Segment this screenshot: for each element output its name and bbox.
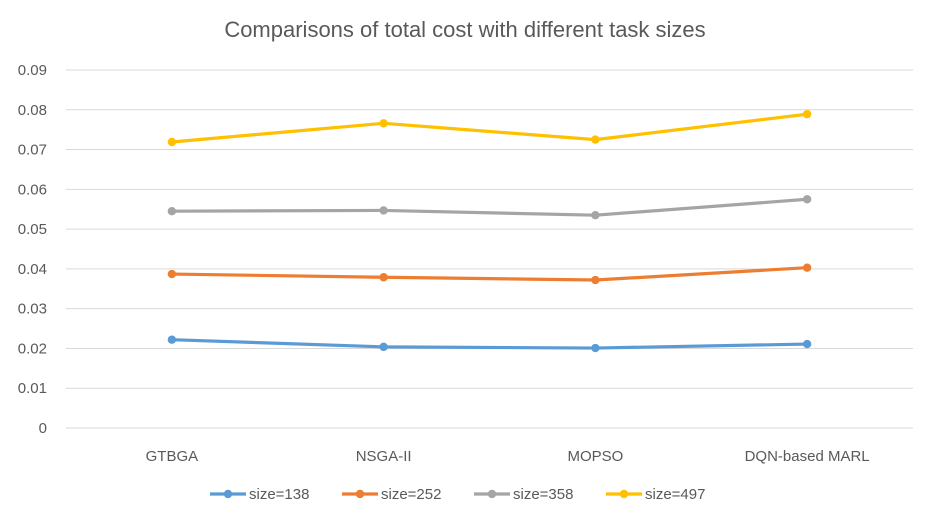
y-tick-label: 0.03 xyxy=(18,301,47,318)
data-point xyxy=(591,135,600,144)
legend-marker xyxy=(619,489,629,499)
legend-label: size=497 xyxy=(645,486,705,503)
y-tick-label: 0.08 xyxy=(18,102,47,119)
legend-marker xyxy=(355,489,365,499)
y-tick-label: 0.06 xyxy=(18,181,47,198)
x-tick-label: GTBGA xyxy=(146,448,199,465)
series-size-497 xyxy=(167,109,812,147)
legend-label: size=252 xyxy=(381,486,441,503)
data-point xyxy=(167,137,177,147)
chart-title: Comparisons of total cost with different… xyxy=(224,17,705,42)
y-tick-label: 0.01 xyxy=(18,380,47,397)
data-point xyxy=(591,343,600,353)
legend: size=138 size=252 size=358 size=497 xyxy=(210,486,705,503)
legend-marker xyxy=(487,489,497,499)
x-tick-label: NSGA-II xyxy=(356,448,412,465)
series-size-138 xyxy=(167,335,812,353)
data-point xyxy=(379,273,388,282)
legend-marker xyxy=(223,489,233,499)
legend-item: size=358 xyxy=(474,486,573,503)
gridlines xyxy=(66,69,913,429)
series-line xyxy=(170,266,809,282)
series-size-252 xyxy=(167,263,812,285)
data-point xyxy=(802,263,812,272)
y-tick-label: 0.07 xyxy=(18,142,47,159)
series-size-358 xyxy=(167,195,812,220)
series-line xyxy=(170,112,809,144)
legend-item: size=138 xyxy=(210,486,309,503)
legend-item: size=497 xyxy=(606,486,705,503)
data-point xyxy=(167,207,177,216)
y-axis-ticks: 0 0.01 0.02 0.03 0.04 0.05 0.06 0.07 0.08 0.09 xyxy=(18,62,47,437)
x-tick-label: MOPSO xyxy=(567,448,623,465)
y-tick-label: 0.02 xyxy=(18,340,47,357)
data-point xyxy=(802,195,812,204)
series-line xyxy=(170,197,809,217)
data-point xyxy=(802,109,812,119)
data-point xyxy=(379,206,388,215)
legend-label: size=138 xyxy=(249,486,309,503)
x-axis-ticks: GTBGA NSGA-II MOPSO DQN-based MARL xyxy=(146,448,870,465)
y-tick-label: 0 xyxy=(39,420,47,437)
data-point xyxy=(379,342,388,352)
data-point xyxy=(591,275,600,285)
series-lines xyxy=(167,109,812,353)
series-line xyxy=(170,338,809,350)
legend-label: size=358 xyxy=(513,486,573,503)
data-point xyxy=(802,339,812,349)
data-point xyxy=(591,210,600,220)
data-point xyxy=(379,119,388,128)
x-tick-label: DQN-based MARL xyxy=(745,448,870,465)
legend-item: size=252 xyxy=(342,486,441,503)
data-point xyxy=(167,335,177,344)
y-tick-label: 0.04 xyxy=(18,261,47,278)
data-point xyxy=(167,269,177,279)
y-tick-label: 0.05 xyxy=(18,221,47,238)
y-tick-label: 0.09 xyxy=(18,62,47,79)
